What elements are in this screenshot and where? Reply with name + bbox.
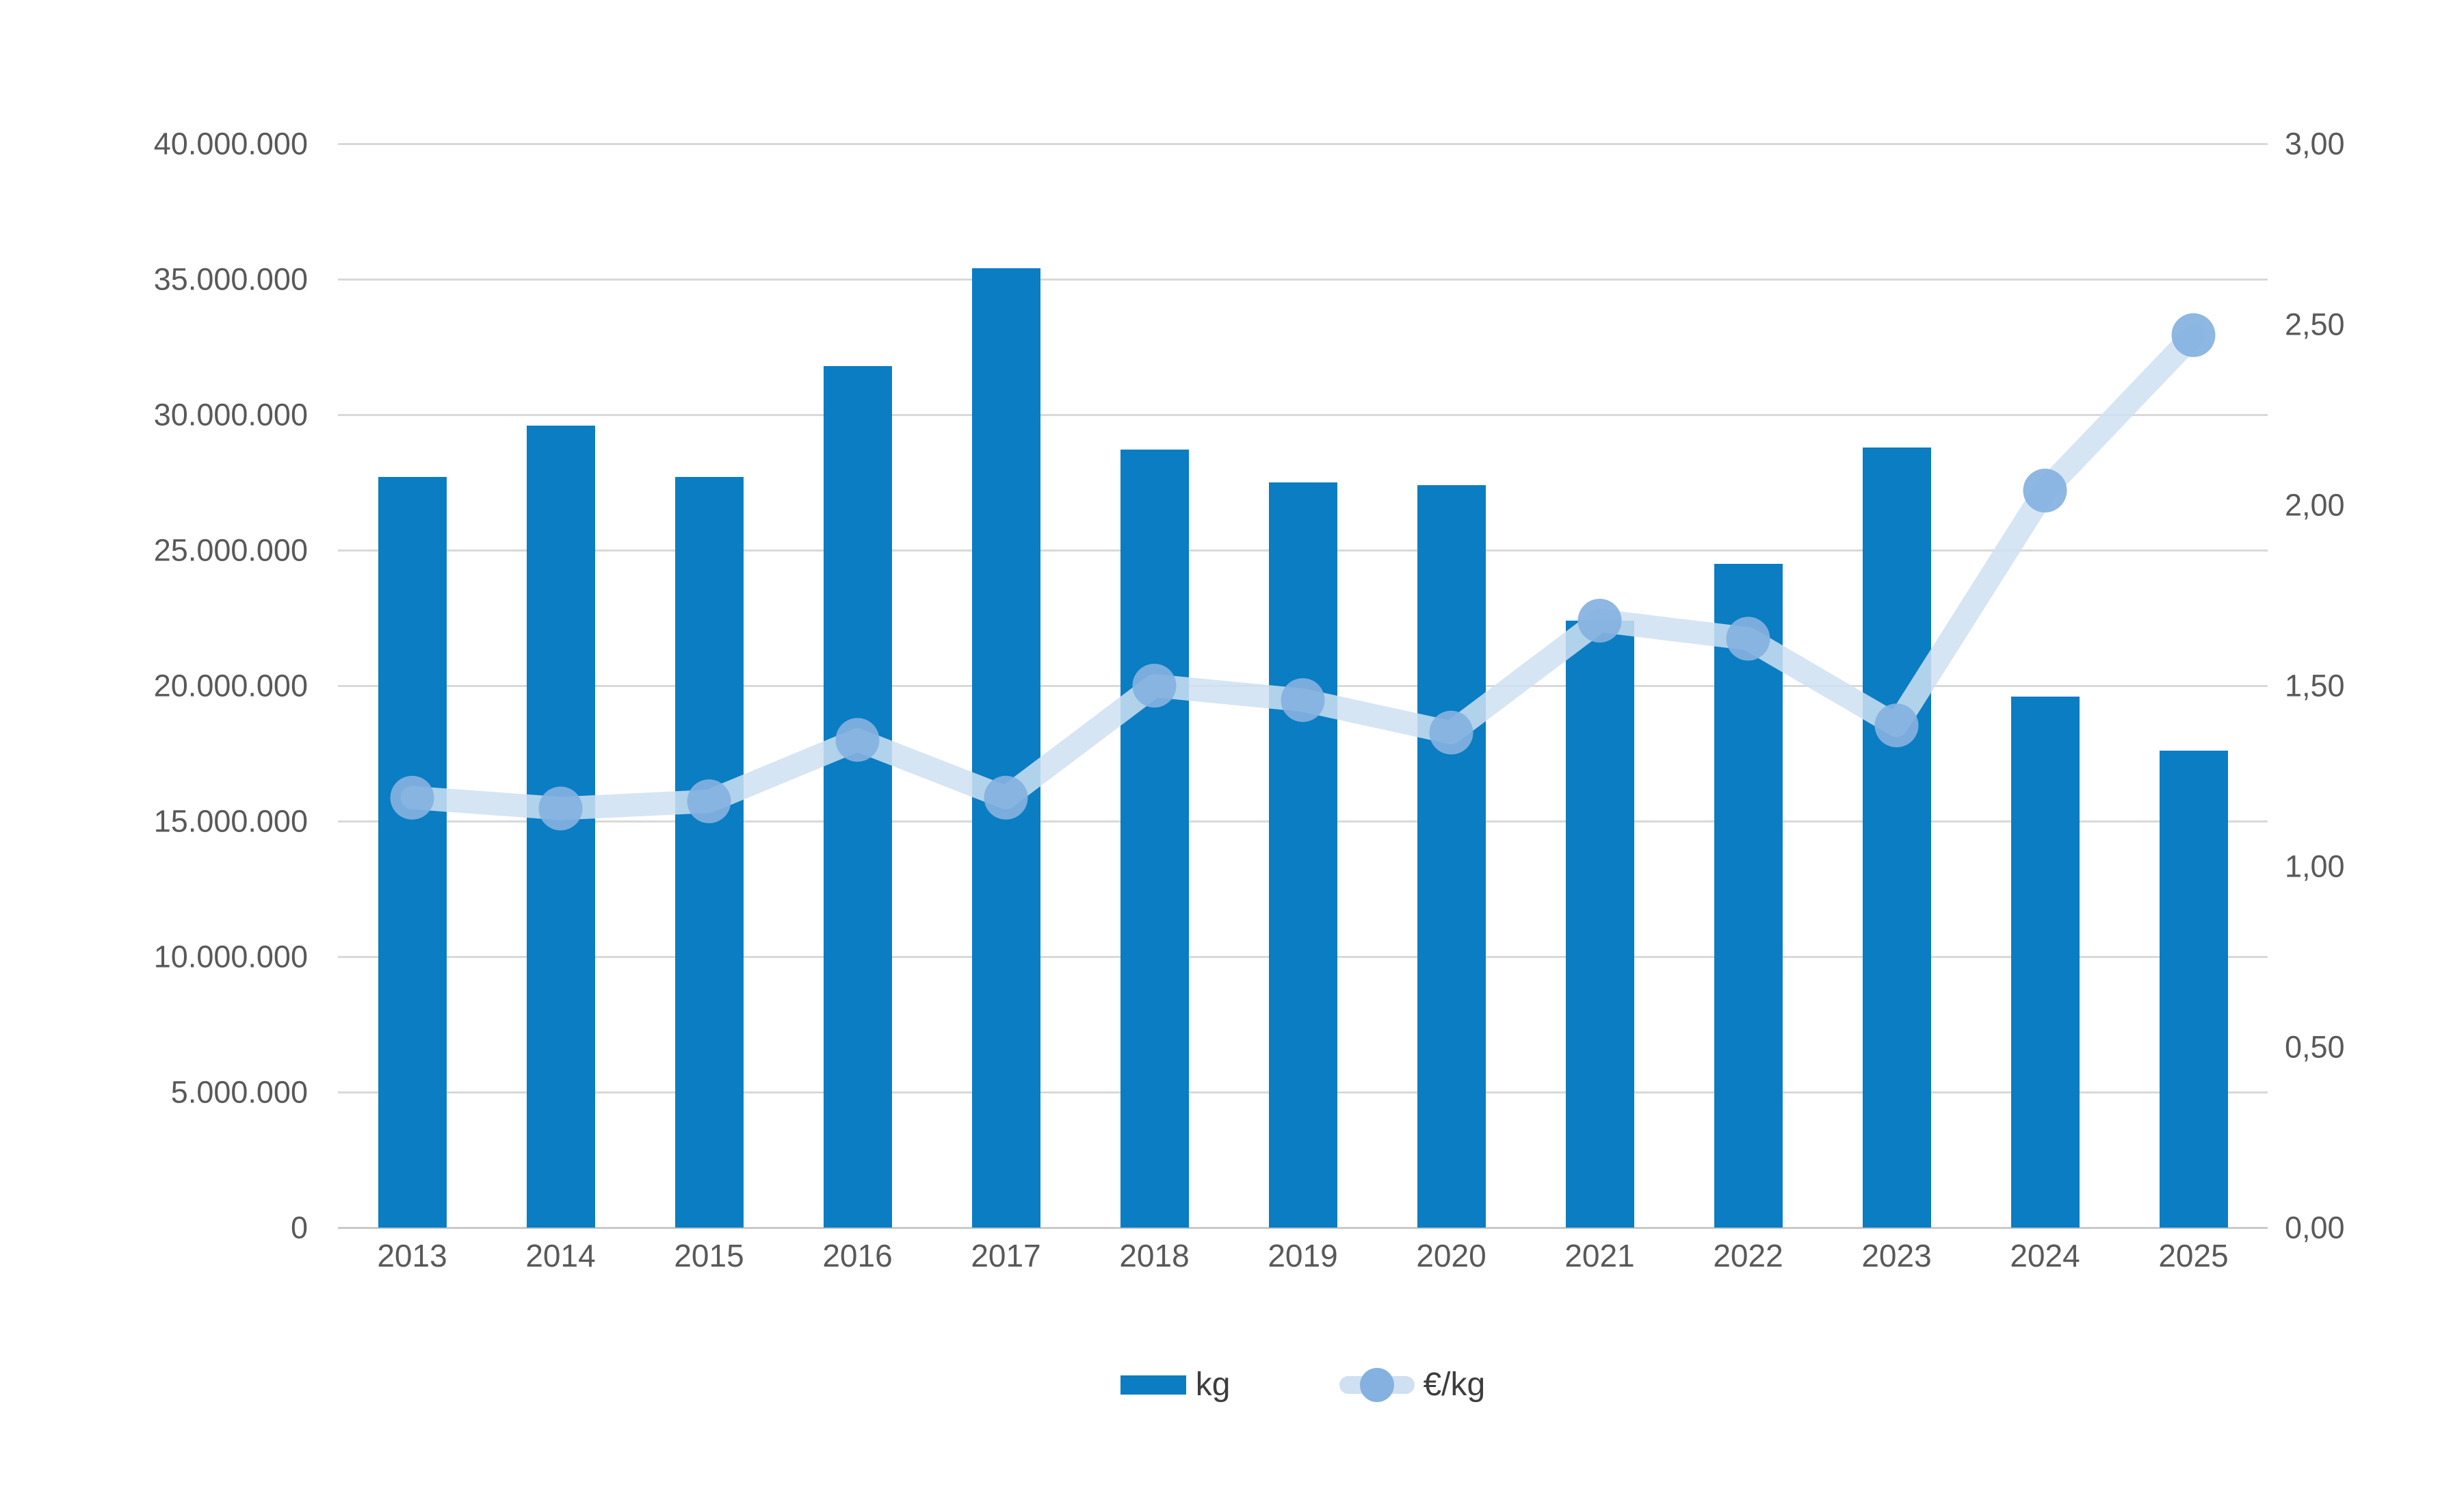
y-axis-right-tick-label: 3,00 (2285, 126, 2345, 161)
x-axis-label-2022: 2022 (1713, 1238, 1783, 1273)
y-axis-left-tick-label: 40.000.000 (153, 126, 308, 161)
x-axis-label-2023: 2023 (1861, 1238, 1932, 1273)
x-axis-label-2013: 2013 (377, 1238, 447, 1273)
gridline (338, 278, 2268, 281)
line-marker-2021[interactable] (1577, 599, 1622, 643)
legend: kg €/kg (338, 1367, 2268, 1403)
line-marker-2020[interactable] (1429, 710, 1473, 755)
line-marker-2013[interactable] (390, 775, 434, 820)
line-marker-2024[interactable] (2023, 468, 2067, 513)
y-axis-left-tick-label: 0 (290, 1210, 308, 1245)
line-marker-2019[interactable] (1281, 678, 1325, 723)
legend-label-kg: kg (1195, 1367, 1231, 1403)
x-axis-label-2016: 2016 (822, 1238, 893, 1273)
bar-2024[interactable] (2010, 696, 2080, 1228)
bar-2018[interactable] (1120, 450, 1189, 1228)
line-marker-icon (1360, 1368, 1395, 1402)
y-axis-left-tick-label: 30.000.000 (153, 397, 308, 432)
bar-2020[interactable] (1417, 484, 1486, 1228)
bar-2017[interactable] (971, 268, 1040, 1228)
line-marker-2022[interactable] (1726, 617, 1770, 661)
x-axis-label-2018: 2018 (1119, 1238, 1190, 1273)
y-axis-right-tick-label: 1,50 (2285, 668, 2345, 703)
bar-2016[interactable] (823, 365, 892, 1228)
y-axis-left-tick-label: 35.000.000 (153, 261, 308, 297)
bar-2019[interactable] (1268, 482, 1337, 1228)
line-marker-2015[interactable] (687, 779, 731, 823)
line-marker-2023[interactable] (1874, 703, 1919, 748)
line-marker-2014[interactable] (538, 786, 583, 831)
x-axis-label-2014: 2014 (525, 1238, 596, 1273)
y-axis-left-tick-label: 20.000.000 (153, 668, 308, 703)
line-swatch-icon (1339, 1368, 1415, 1402)
bar-2023[interactable] (1862, 447, 1931, 1228)
y-axis-left-tick-label: 15.000.000 (153, 803, 308, 839)
line-marker-2016[interactable] (835, 718, 880, 762)
line-marker-2017[interactable] (984, 775, 1028, 820)
y-axis-right-tick-label: 0,50 (2285, 1029, 2345, 1065)
bar-2013[interactable] (378, 477, 447, 1228)
line-marker-2025[interactable] (2171, 313, 2216, 357)
line-series-eur-per-kg (390, 313, 2216, 831)
y-axis-right-tick-label: 2,00 (2285, 487, 2345, 523)
x-axis-label-2024: 2024 (2010, 1238, 2080, 1273)
y-axis-left-tick-label: 5.000.000 (170, 1074, 308, 1110)
y-axis-left-tick-label: 10.000.000 (153, 939, 308, 974)
x-axis-label-2021: 2021 (1564, 1238, 1635, 1273)
y-axis-right-tick-label: 1,00 (2285, 849, 2345, 884)
plot-area (338, 142, 2268, 1229)
legend-item-eur-per-kg[interactable]: €/kg (1339, 1367, 1486, 1403)
gridline (338, 142, 2268, 145)
x-axis-label-2020: 2020 (1416, 1238, 1486, 1273)
price-line (400, 323, 2205, 820)
x-axis-label-2019: 2019 (1268, 1238, 1338, 1273)
bar-2025[interactable] (2159, 751, 2228, 1228)
legend-item-kg[interactable]: kg (1120, 1367, 1231, 1403)
x-axis-label-2017: 2017 (971, 1238, 1041, 1273)
bar-2022[interactable] (1714, 563, 1783, 1228)
x-axis-label-2025: 2025 (2158, 1238, 2229, 1273)
bar-2015[interactable] (674, 477, 744, 1228)
bar-2021[interactable] (1565, 620, 1634, 1228)
y-axis-left-tick-label: 25.000.000 (153, 532, 308, 568)
y-axis-right-tick-label: 2,50 (2285, 307, 2345, 342)
y-axis-right-tick-label: 0,00 (2285, 1210, 2345, 1245)
gridline (338, 413, 2268, 416)
x-axis-label-2015: 2015 (674, 1238, 744, 1273)
line-marker-2018[interactable] (1132, 664, 1177, 708)
bar-swatch-icon (1120, 1375, 1186, 1395)
gridline (338, 1226, 2268, 1229)
legend-label-eur-per-kg: €/kg (1423, 1367, 1486, 1403)
